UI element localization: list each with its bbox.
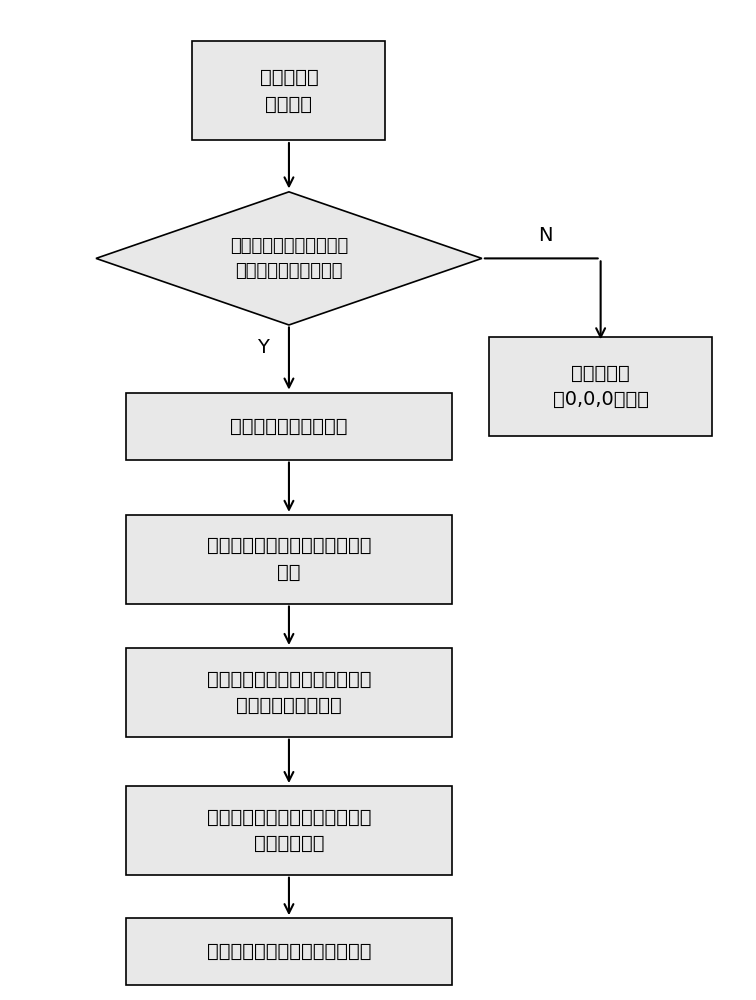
Text: 根据模型大小和坐标点的比例关
系，调整模型的坐标: 根据模型大小和坐标点的比例关 系，调整模型的坐标 bbox=[206, 670, 371, 715]
FancyBboxPatch shape bbox=[489, 337, 712, 436]
FancyBboxPatch shape bbox=[125, 393, 452, 460]
Text: 返回坐标为
（0,0,0）的点: 返回坐标为 （0,0,0）的点 bbox=[553, 364, 649, 409]
Text: 读取模型并将模型加入到之前所
定义的矩阵中: 读取模型并将模型加入到之前所 定义的矩阵中 bbox=[206, 808, 371, 853]
Text: 判断二维坐标点的投影线
与三维模型是否有交点: 判断二维坐标点的投影线 与三维模型是否有交点 bbox=[230, 237, 348, 280]
Text: Y: Y bbox=[257, 338, 269, 357]
FancyBboxPatch shape bbox=[125, 786, 452, 875]
FancyBboxPatch shape bbox=[125, 515, 452, 604]
Text: 得到三维场景的坐标点: 得到三维场景的坐标点 bbox=[230, 417, 348, 436]
Text: 定义矩阵对象设置模型的位置和
大小: 定义矩阵对象设置模型的位置和 大小 bbox=[206, 536, 371, 582]
FancyBboxPatch shape bbox=[125, 648, 452, 737]
Text: N: N bbox=[538, 226, 552, 245]
Text: 将处理后的模型加入到根节点中: 将处理后的模型加入到根节点中 bbox=[206, 942, 371, 961]
FancyBboxPatch shape bbox=[125, 918, 452, 985]
FancyBboxPatch shape bbox=[193, 41, 386, 140]
Text: 定义求交点
的类对象: 定义求交点 的类对象 bbox=[259, 68, 318, 114]
Polygon shape bbox=[96, 192, 482, 325]
